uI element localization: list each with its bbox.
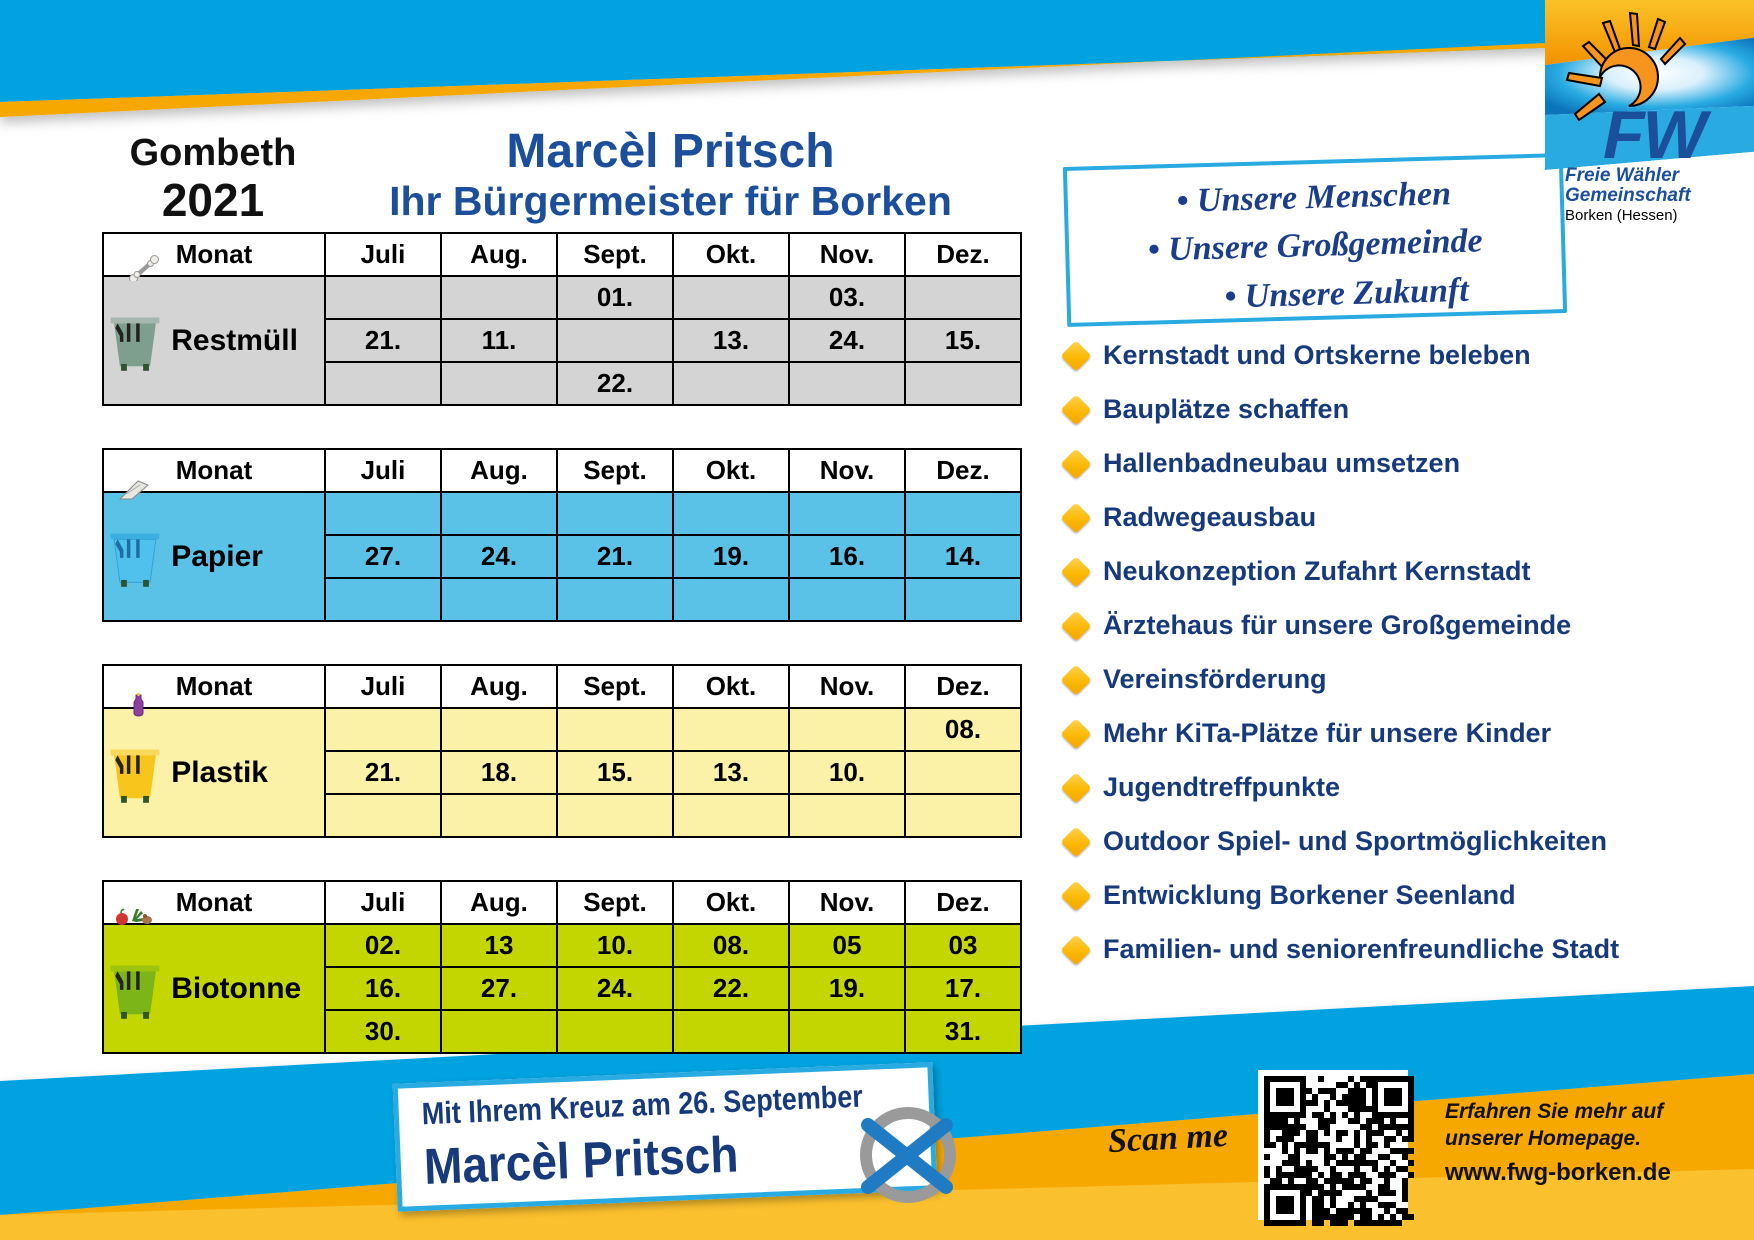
svg-text:FW: FW — [1603, 97, 1713, 173]
svg-text:Freie Wähler: Freie Wähler — [1565, 165, 1681, 186]
svg-text:Gemeinschaft: Gemeinschaft — [1565, 185, 1691, 206]
svg-text:Borken (Hessen): Borken (Hessen) — [1565, 207, 1678, 224]
